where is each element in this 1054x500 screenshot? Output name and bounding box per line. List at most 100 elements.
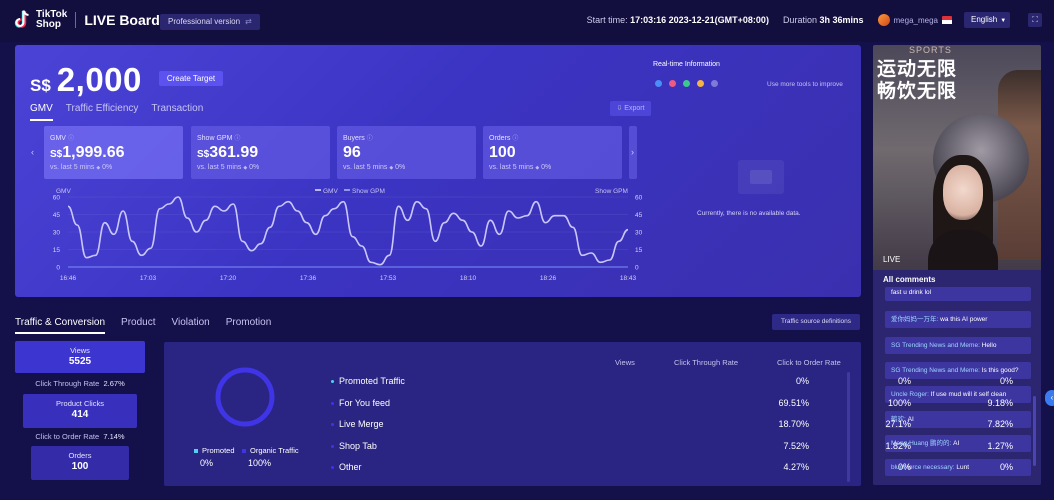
host-face [943,165,983,220]
metrics-prev-icon[interactable]: ‹ [31,147,34,157]
tab-violation[interactable]: Violation [171,317,210,328]
live-video-panel: SPORTS 运动无限 畅饮无限 LIVE All comments fast … [873,45,1041,485]
comment-item: 爱你妈妈一万年: wa this AI power [885,311,1031,328]
info-icon: ⓘ [67,136,74,142]
chevron-down-icon: ▼ [1000,18,1007,24]
start-time-label: Start time: [586,15,628,25]
version-switch[interactable]: Professional version ⇄ [160,14,260,30]
right-axis-title: Show GPM [595,188,628,195]
start-time-value: 17:03:16 2023-12-21(GMT+08:00) [630,15,769,25]
metric-card-show-gpm[interactable]: Show GPM ⓘ S$361.99 vs. last 5 mins ◆ 0% [191,126,330,179]
tool-icon-pink[interactable] [669,80,676,87]
realtime-more-link[interactable]: Use more tools to improve [767,81,843,88]
traffic-source-panel: Promoted 0% Organic Traffic 100% Views C… [164,342,1013,486]
language-select[interactable]: English ▼ [964,12,1010,28]
x-tick: 17:53 [380,275,397,282]
metric-card-gmv[interactable]: GMV ⓘ S$1,999.66 vs. last 5 mins ◆ 0% [44,126,183,179]
x-tick: 17:20 [220,275,237,282]
traffic-donut-chart [215,367,275,427]
empty-data-icon [738,160,784,194]
duration: Duration 3h 36mins [783,15,864,25]
y-tick-right: 0 [635,265,639,272]
x-tick: 17:03 [140,275,157,282]
col-views: Views [615,358,635,367]
gmv-panel: S$ 2,000 Create Target GMV Traffic Effic… [15,45,861,297]
user-profile[interactable]: mega_mega [877,14,952,26]
export-button[interactable]: ⇩ Export [610,101,651,116]
metric-value: 96 [343,144,361,161]
legend-organic: Organic Traffic 100% [242,446,299,468]
tab-traffic-conversion[interactable]: Traffic & Conversion [15,317,106,334]
export-icon: ⇩ [616,105,625,112]
diamond-icon: ◆ [243,165,248,171]
duration-value: 3h 36mins [819,15,864,25]
metric-value: 100 [489,144,516,161]
metric-label: GMV ⓘ [50,135,74,142]
legend-gmv: GMV [323,188,338,195]
tab-traffic-efficiency[interactable]: Traffic Efficiency [65,103,139,114]
overlay-line1: 运动无限 [877,58,958,80]
diamond-icon: ◆ [96,165,101,171]
create-target-button[interactable]: Create Target [159,71,223,86]
row-bullet [331,445,334,448]
more-tools-icon[interactable] [711,80,718,87]
legend-swatch [194,449,198,454]
gmv-currency: S$ [30,76,51,95]
metric-card-orders[interactable]: Orders ⓘ 100 vs. last 5 mins ◆ 0% [483,126,622,179]
tiktok-note-icon [14,10,32,30]
live-video-frame[interactable]: SPORTS 运动无限 畅饮无限 LIVE [873,45,1041,280]
tiktok-shop-logo: TikTok Shop LIVE Board [14,10,160,30]
y-tick-right: 30 [635,230,643,237]
tab-gmv[interactable]: GMV [30,103,53,121]
metric-card-buyers[interactable]: Buyers ⓘ 96 vs. last 5 mins ◆ 0% [337,126,476,179]
y-tick-left: 0 [56,265,60,272]
table-row: Other 4.27% 0% 0% [331,462,1013,476]
donut-organic-slice [215,367,275,427]
tool-icon-blue[interactable] [655,80,662,87]
metric-change: vs. last 5 mins ◆ 0% [343,164,406,171]
y-tick-left: 30 [53,230,61,237]
metric-change: vs. last 5 mins ◆ 0% [489,164,552,171]
diamond-icon: ◆ [535,165,540,171]
logo-line2: Shop [36,19,61,30]
comment-item: SG Trending News and Meme: Is this good? [885,362,1031,379]
tool-icon-orange[interactable] [697,80,704,87]
legend-promoted: Promoted 0% [194,446,235,468]
board-title: LIVE Board [84,12,160,28]
bottom-tabs: Traffic & Conversion Product Violation P… [15,317,287,334]
export-label: Export [624,105,645,112]
info-icon: ⓘ [366,136,373,142]
tab-product[interactable]: Product [121,317,156,328]
language-value: English [971,15,998,24]
y-tick-left: 15 [53,247,61,254]
left-axis-title: GMV [56,188,71,195]
metric-label: Buyers ⓘ [343,135,373,142]
gmv-tabs: GMV Traffic Efficiency Transaction [30,103,216,121]
comment-item: blunt force necessary: Lunt [885,459,1031,476]
fullscreen-icon[interactable]: ⛶ [1028,13,1042,27]
tab-promotion[interactable]: Promotion [225,317,272,328]
table-row: Promoted Traffic 0% 0% 0% [331,376,1013,390]
realtime-title: Real-time Information [653,61,720,68]
table-scrollbar[interactable] [847,372,850,482]
col-cor: Click to Order Rate [777,358,841,367]
row-bullet [331,380,334,383]
side-expand-icon[interactable]: ‹ [1045,390,1054,406]
header-right: Start time: 17:03:16 2023-12-21(GMT+08:0… [587,12,1042,28]
comments-scrollbar[interactable] [1033,396,1036,466]
metric-value: S$361.99 [197,144,259,161]
comments-panel: All comments fast u drink lol 爱你妈妈一万年: w… [873,270,1041,485]
tool-icon-green[interactable] [683,80,690,87]
metric-change: vs. last 5 mins ◆ 0% [197,164,260,171]
comment-item: fast u drink lol [885,287,1031,301]
x-tick: 17:36 [300,275,317,282]
traffic-source-definitions-button[interactable]: Traffic source definitions [772,314,860,330]
tab-transaction[interactable]: Transaction [151,103,204,114]
y-tick-left: 45 [53,212,61,219]
metrics-next-icon[interactable]: › [631,147,634,157]
gmv-total: S$ 2,000 [30,61,142,99]
comment-item: Uncle Roger: If use mud will it self cle… [885,386,1031,403]
legend-swatch [242,449,246,454]
comments-title: All comments [883,275,936,284]
x-tick: 18:43 [620,275,637,282]
